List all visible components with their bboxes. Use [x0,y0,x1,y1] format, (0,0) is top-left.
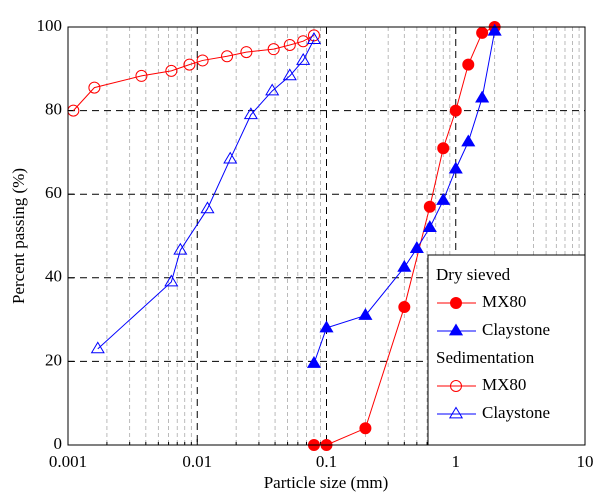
marker [221,50,234,63]
y-tick-label: 100 [37,16,63,35]
x-tick-label: 0.001 [49,452,87,471]
marker [448,161,463,174]
plot-frame [67,26,586,446]
marker [487,23,502,36]
marker [462,58,475,71]
legend-group-title: Dry sieved [436,265,511,284]
y-tick-label: 80 [45,100,62,119]
x-tick-label: 1 [452,452,461,471]
marker [196,54,209,67]
marker [243,107,258,120]
series-line [72,34,315,111]
marker [88,81,101,94]
marker [183,58,196,71]
marker [448,406,464,419]
marker [437,142,450,155]
marker [165,64,178,77]
legend-label: MX80 [482,292,526,311]
legend-label: Claystone [482,320,550,339]
marker [450,380,462,392]
marker [265,83,280,96]
marker [398,301,411,314]
marker [306,32,322,44]
marker [267,43,280,56]
marker [240,46,253,59]
x-tick-label: 0.01 [182,452,212,471]
marker [282,68,297,81]
legend-label: Claystone [482,403,550,422]
marker [461,134,476,147]
legend-group-title: Sedimentation [436,348,535,367]
marker [423,200,436,213]
marker [283,38,296,51]
marker [307,29,320,42]
x-axis-label: Particle size (mm) [264,473,389,492]
legend-label: MX80 [482,375,526,394]
y-tick-label: 0 [54,434,63,453]
marker [422,220,437,233]
series-line [97,39,315,350]
y-tick-label: 60 [45,183,62,202]
marker [409,241,424,253]
marker [319,320,334,333]
x-tick-label: 10 [577,452,594,471]
marker [448,323,464,336]
marker [90,341,105,354]
marker [359,422,372,435]
marker [306,356,322,368]
marker [476,26,489,39]
marker [450,297,462,309]
marker [135,69,148,82]
y-axis-label: Percent passing (%) [9,168,28,304]
marker [436,192,451,205]
marker [223,151,238,164]
x-tick-label: 0.1 [316,452,337,471]
marker [358,307,373,320]
marker [200,201,215,214]
marker [397,259,412,272]
y-tick-label: 20 [45,350,62,369]
marker [164,274,179,287]
marker [296,52,311,65]
legend-box [427,254,586,446]
y-tick-label: 40 [45,267,62,286]
series-line [313,26,495,446]
marker [449,104,462,117]
marker [173,242,188,255]
marker [475,90,490,103]
